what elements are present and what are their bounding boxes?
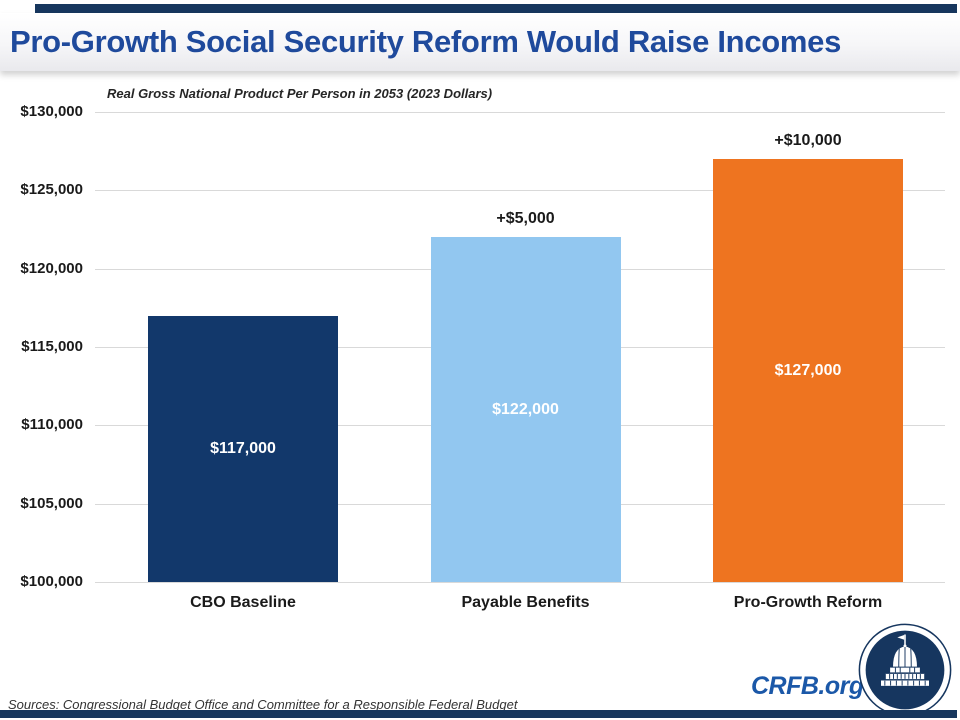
- crfb-capitol-logo-icon: [858, 623, 952, 717]
- y-axis-tick-label: $110,000: [21, 416, 83, 434]
- bottom-accent-bar: [0, 710, 957, 718]
- chart-subtitle: Real Gross National Product Per Person i…: [107, 86, 493, 101]
- y-axis-tick-label: $105,000: [20, 494, 83, 512]
- x-axis-category-label: Payable Benefits: [461, 594, 590, 611]
- x-axis-category-label: Pro-Growth Reform: [733, 594, 883, 611]
- top-accent-bar: [35, 4, 957, 13]
- bar-value-label: $127,000: [774, 361, 842, 379]
- bar-pro-growth-reform: $127,000: [713, 159, 903, 582]
- gridline: [95, 582, 945, 583]
- page-title: Pro-Growth Social Security Reform Would …: [10, 24, 842, 59]
- delta-label: +$5,000: [496, 210, 555, 228]
- bar-cbo-baseline: $117,000: [148, 315, 338, 582]
- y-axis-tick-label: $125,000: [20, 181, 83, 199]
- y-axis-tick-label: $100,000: [20, 573, 83, 590]
- bar-value-label: $122,000: [492, 400, 559, 418]
- gridline: [95, 112, 945, 113]
- crfb-wordmark: CRFB.org: [751, 672, 864, 700]
- title-band: Pro-Growth Social Security Reform Would …: [0, 13, 960, 71]
- delta-label: +$10,000: [774, 132, 842, 149]
- y-axis-tick-label: $120,000: [20, 259, 83, 277]
- gridline: [95, 190, 945, 192]
- bar-value-label: $117,000: [210, 439, 276, 457]
- y-axis-tick-label: $115,000: [21, 338, 83, 355]
- bar-payable-benefits: $122,000: [430, 237, 621, 582]
- y-axis-tick-label: $130,000: [20, 103, 83, 120]
- x-axis-category-label: CBO Baseline: [190, 594, 296, 611]
- sources-note: Sources: Congressional Budget Office and…: [8, 697, 518, 712]
